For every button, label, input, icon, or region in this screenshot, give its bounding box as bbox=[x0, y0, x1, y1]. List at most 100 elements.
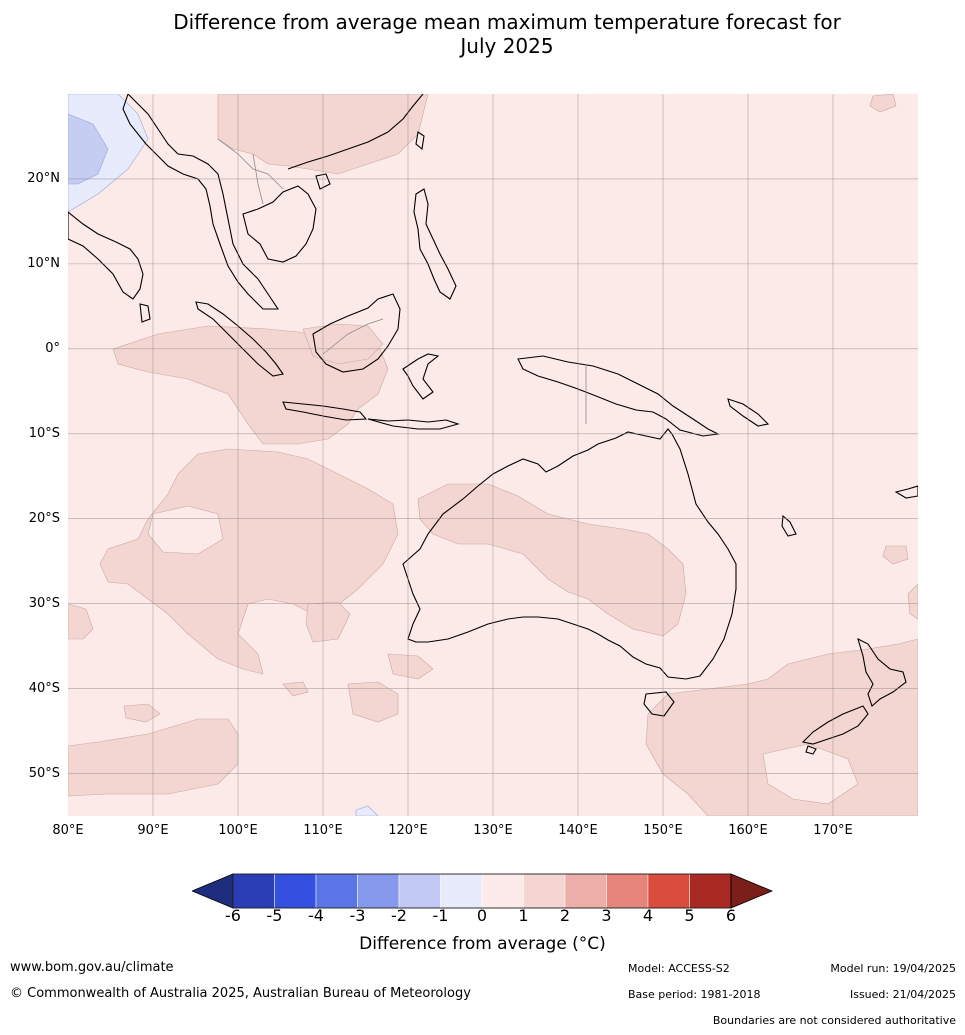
issued-text: Issued: 21/04/2025 bbox=[849, 988, 956, 1001]
title-line-2: July 2025 bbox=[460, 34, 554, 58]
coast-tasmania bbox=[643, 691, 675, 717]
colorbar-segment bbox=[274, 873, 317, 909]
latitude-label: 50°S bbox=[28, 765, 60, 781]
colorbar-tick-label: -5 bbox=[266, 906, 283, 925]
coast-fiji bbox=[894, 485, 918, 499]
longitude-label: 130°E bbox=[473, 823, 513, 838]
coast-sri-lanka bbox=[139, 303, 151, 323]
latitude-label: 10°N bbox=[27, 255, 60, 271]
warm-region-ring-1 bbox=[305, 601, 351, 643]
warm-region-ring-8 bbox=[882, 545, 909, 565]
website-link[interactable]: www.bom.gov.au/climate bbox=[10, 960, 174, 975]
warm-hole-2 bbox=[762, 743, 859, 805]
model-text: Model: ACCESS-S2 bbox=[628, 962, 730, 975]
coast-vanuatu bbox=[781, 514, 797, 537]
warm-region-ring-6 bbox=[282, 681, 309, 697]
colorbar-tick-label: -1 bbox=[432, 906, 449, 925]
colorbar-tick-label: 0 bbox=[476, 906, 488, 925]
border-borneo bbox=[322, 318, 384, 355]
base-period-text: Base period: 1981-2018 bbox=[628, 988, 761, 1001]
coast-indochina bbox=[242, 185, 317, 263]
latitude-label: 40°S bbox=[28, 680, 60, 696]
colorbar-tick-label: 4 bbox=[642, 906, 654, 925]
cool-region-small bbox=[355, 805, 379, 816]
longitude-label: 90°E bbox=[137, 823, 169, 838]
coast-new-zealand-north bbox=[857, 637, 907, 707]
colorbar-tick-label: -6 bbox=[225, 906, 241, 925]
colorbar-segment bbox=[232, 873, 275, 909]
coast-taiwan bbox=[415, 131, 425, 151]
coast-india bbox=[68, 211, 144, 300]
colorbar-tick-label: -4 bbox=[308, 906, 324, 925]
map-title: Difference from average mean maximum tem… bbox=[0, 10, 965, 58]
longitude-label: 170°E bbox=[813, 823, 853, 838]
latitude-label: 30°S bbox=[28, 595, 60, 611]
colorbar-tick-label: 1 bbox=[518, 906, 529, 925]
colorbar-segment bbox=[398, 873, 441, 909]
coast-south-china bbox=[287, 94, 424, 170]
longitude-label: 150°E bbox=[643, 823, 683, 838]
latitude-label: 20°S bbox=[28, 510, 60, 526]
colorbar-svg bbox=[190, 873, 774, 909]
coast-philippines bbox=[413, 188, 457, 300]
coast-stewart bbox=[805, 745, 817, 755]
colorbar-tick-label: 5 bbox=[684, 906, 695, 925]
colorbar-tick-label: 6 bbox=[725, 906, 737, 925]
colorbar-tick-label: -3 bbox=[349, 906, 366, 925]
longitude-label: 100°E bbox=[218, 823, 258, 838]
coast-lesser-sunda bbox=[367, 418, 460, 430]
colorbar-tick-label: -2 bbox=[391, 906, 407, 925]
longitude-label: 80°E bbox=[52, 823, 84, 838]
landmasses bbox=[68, 94, 918, 755]
coast-hainan bbox=[315, 173, 331, 190]
warm-region-south-indian bbox=[99, 448, 399, 675]
colorbar-segment bbox=[689, 873, 732, 909]
longitude-label: 120°E bbox=[388, 823, 428, 838]
disclaimer-text: Boundaries are not considered authoritat… bbox=[712, 1014, 956, 1027]
cool-region-arabian-core bbox=[68, 113, 109, 185]
colorbar-segment bbox=[440, 873, 483, 909]
colorbar-extend-high bbox=[730, 873, 774, 909]
longitude-label: 140°E bbox=[558, 823, 598, 838]
warm-region-ring-9 bbox=[907, 583, 918, 620]
warm-region-ring-2 bbox=[347, 681, 399, 723]
coast-new-guinea bbox=[517, 355, 720, 437]
colorbar-segment bbox=[647, 873, 690, 909]
colorbar-tick-label: 2 bbox=[559, 906, 571, 925]
colorbar-segment bbox=[357, 873, 400, 909]
warm-region-australia bbox=[417, 483, 687, 637]
longitude-label: 160°E bbox=[728, 823, 768, 838]
colorbar-segment bbox=[564, 873, 607, 909]
colorbar-label: Difference from average (°C) bbox=[359, 934, 606, 954]
copyright-text: © Commonwealth of Australia 2025, Austra… bbox=[10, 986, 471, 1001]
border-se-asia-2 bbox=[252, 153, 264, 205]
map-panel[interactable] bbox=[68, 94, 918, 816]
coast-mainland-sea bbox=[122, 94, 280, 310]
forecast-map[interactable] bbox=[68, 94, 918, 816]
latitude-label: 10°S bbox=[28, 425, 60, 441]
coast-java bbox=[282, 401, 368, 421]
colorbar-segment bbox=[523, 873, 566, 909]
colorbar-segment bbox=[315, 873, 358, 909]
coast-sulawesi bbox=[402, 353, 440, 400]
latitude-label: 20°N bbox=[27, 170, 60, 186]
colorbar-extend-low bbox=[190, 873, 234, 909]
coast-sumatra bbox=[195, 301, 284, 377]
latitude-label: 0° bbox=[45, 340, 60, 356]
colorbar-segment bbox=[481, 873, 524, 909]
warm-region-ring-5 bbox=[68, 603, 94, 640]
graticule bbox=[68, 94, 918, 816]
anomaly-holes bbox=[147, 505, 859, 805]
colorbar-outline bbox=[232, 873, 732, 909]
colorbar bbox=[190, 873, 774, 909]
longitude-label: 110°E bbox=[303, 823, 343, 838]
title-line-1: Difference from average mean maximum tem… bbox=[173, 10, 841, 34]
colorbar-segment bbox=[606, 873, 649, 909]
warm-region-ring-7 bbox=[869, 94, 897, 113]
warm-region-ring-3 bbox=[387, 653, 434, 680]
colorbar-tick-label: 3 bbox=[601, 906, 612, 925]
coast-solomons bbox=[727, 398, 770, 427]
warm-hole-1 bbox=[147, 505, 224, 555]
anomaly-cool-regions bbox=[68, 94, 379, 816]
coast-borneo bbox=[312, 293, 401, 373]
